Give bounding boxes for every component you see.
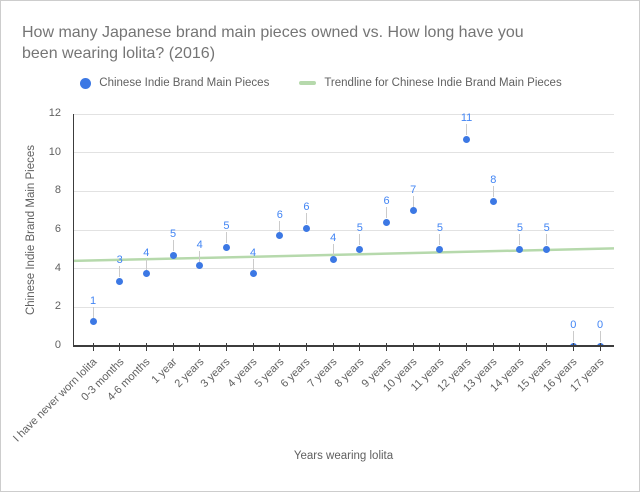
data-point[interactable] <box>329 255 337 263</box>
legend: Chinese Indie Brand Main Pieces Trendlin… <box>1 75 639 91</box>
gridline <box>73 152 614 154</box>
data-point[interactable] <box>383 218 391 226</box>
gridline <box>73 114 614 115</box>
gridline <box>73 190 614 192</box>
chart-title-line-2: been wearing lolita? (2016) <box>22 45 216 62</box>
data-point[interactable] <box>142 270 150 277</box>
y-tick-label: 2 <box>54 300 61 313</box>
x-axis-title: Years wearing lolita <box>293 450 394 462</box>
series-circle-marker-icon <box>80 77 92 89</box>
legend-item-trendline[interactable]: Trendline for Chinese Indie Brand Main P… <box>299 77 562 89</box>
plot-area <box>73 114 614 346</box>
data-point[interactable] <box>356 245 364 253</box>
legend-item-series-label: Chinese Indie Brand Main Pieces <box>99 77 270 89</box>
trendline-line-marker-icon <box>299 81 317 85</box>
gridline <box>73 268 614 270</box>
data-point[interactable] <box>436 245 444 253</box>
legend-item-trendline-label: Trendline for Chinese Indie Brand Main P… <box>324 77 562 89</box>
data-point[interactable] <box>116 277 124 285</box>
data-point[interactable] <box>249 270 257 277</box>
data-point[interactable] <box>302 224 310 232</box>
y-tick-label: 6 <box>54 223 61 235</box>
data-point[interactable] <box>516 245 524 253</box>
y-tick-label: 4 <box>54 261 61 274</box>
data-point[interactable] <box>89 318 97 326</box>
data-point[interactable] <box>596 342 604 346</box>
y-tick-label: 10 <box>48 145 61 158</box>
data-point[interactable] <box>409 207 417 215</box>
data-point[interactable] <box>222 243 230 251</box>
data-point[interactable] <box>276 232 284 240</box>
y-axis-tick-labels: 0 2 4 6 8 10 12 <box>1 107 67 354</box>
chart-title: How many Japanese brand main pieces owne… <box>22 22 622 64</box>
x-axis-tick-labels: I have never worn lolita 0-3 months 4-6 mo… <box>11 352 614 462</box>
data-point[interactable] <box>463 135 471 143</box>
data-point[interactable] <box>543 245 551 253</box>
data-point[interactable] <box>489 197 497 205</box>
trendline <box>73 247 614 263</box>
y-tick-label: 12 <box>48 107 61 119</box>
chart-title-line-1: How many Japanese brand main pieces owne… <box>22 24 524 41</box>
data-point[interactable] <box>569 342 577 346</box>
y-tick-label: 8 <box>54 184 61 197</box>
gridline <box>73 306 614 308</box>
data-point[interactable] <box>196 262 204 270</box>
data-point[interactable] <box>169 251 177 259</box>
legend-item-series[interactable]: Chinese Indie Brand Main Pieces <box>80 77 269 89</box>
y-tick-label: 0 <box>54 339 61 351</box>
gridline <box>73 229 614 231</box>
